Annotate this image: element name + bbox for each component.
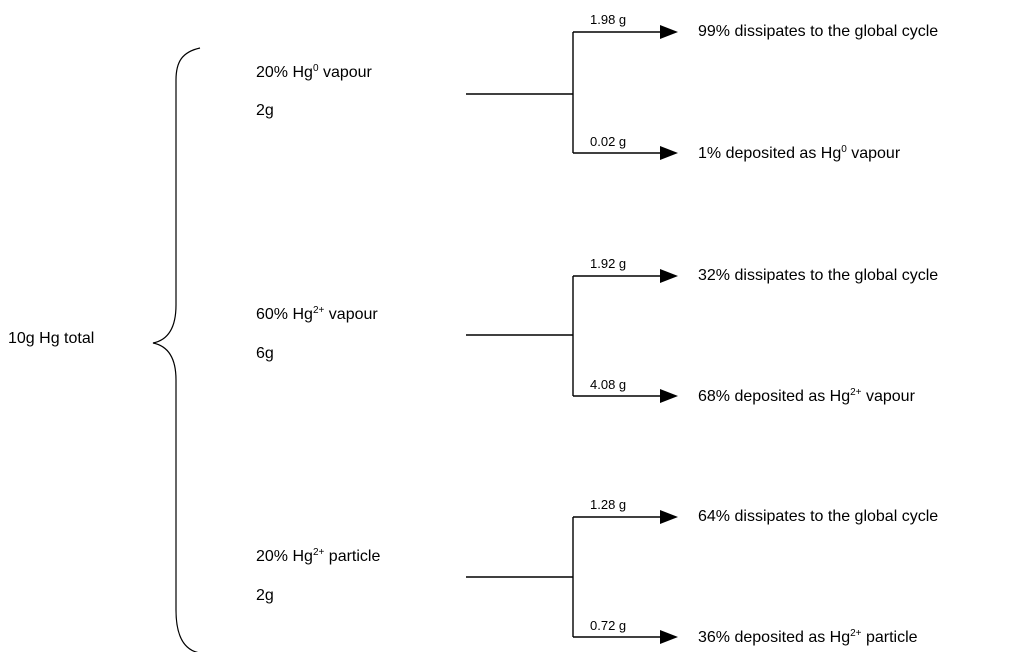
group-3-branch-2-amount: 0.72 g: [590, 618, 627, 633]
group-2-branch-2-form: vapour: [865, 388, 915, 405]
group-2-mass: 6g: [256, 345, 274, 362]
group-3-branch-2-species: Hg: [829, 629, 851, 646]
group-1-branch-2-form: vapour: [851, 145, 901, 162]
group-3-branch-2-percent: 36%: [698, 629, 731, 646]
group-3-percent: 20%: [256, 548, 289, 565]
group-3-branch-2-outcome: 36% deposited as Hg2+ particle: [698, 629, 918, 647]
total-label: 10g Hg total: [8, 330, 95, 347]
group-1-mass: 2g: [256, 102, 274, 119]
group-1-species: Hg: [292, 64, 313, 81]
group-3-label: 20% Hg2+ particle: [256, 548, 380, 566]
group-1-branch-1-outcome: 99% dissipates to the global cycle: [698, 23, 938, 41]
group-2-species: Hg: [292, 306, 313, 323]
group-2-branch-2-charge: 2+: [850, 387, 862, 398]
group-3-branch-2-form: particle: [865, 629, 918, 646]
group-2-branch-1-amount: 1.92 g: [590, 256, 627, 271]
group-3-branch-2-arrowhead: [660, 630, 678, 644]
group-2-branch-1-percent: 32%: [698, 267, 731, 284]
group-1-branch-1-arrowhead: [660, 25, 678, 39]
group-1-branch-2-text: deposited as: [725, 145, 817, 162]
group-2-branch-1-outcome: 32% dissipates to the global cycle: [698, 267, 938, 285]
group-1-percent: 20%: [256, 64, 289, 81]
group-2-percent: 60%: [256, 306, 289, 323]
group-1-branch-2-outcome: 1% deposited as Hg0 vapour: [698, 145, 900, 163]
group-3-branch-1-percent: 64%: [698, 508, 731, 525]
group-3-branch-1-arrowhead: [660, 510, 678, 524]
group-2-branch-1-text: dissipates to the global cycle: [734, 267, 939, 284]
group-3-species: Hg: [292, 548, 313, 565]
group-3-branch-1-outcome: 64% dissipates to the global cycle: [698, 508, 938, 526]
group-1-branch-1-amount: 1.98 g: [590, 12, 627, 27]
group-3-branch-1-text: dissipates to the global cycle: [734, 508, 939, 525]
group-3-mass: 2g: [256, 587, 274, 604]
group-1-branch-2-charge: 0: [841, 144, 847, 155]
group-2-label: 60% Hg2+ vapour: [256, 306, 378, 324]
group-1-charge: 0: [312, 63, 319, 74]
group-2-branch-2-text: deposited as: [734, 388, 826, 405]
group-2-branch-2-amount: 4.08 g: [590, 377, 627, 392]
group-3-branch-1-amount: 1.28 g: [590, 497, 627, 512]
curly-brace: [152, 47, 201, 652]
group-3-charge: 2+: [312, 547, 325, 558]
group-3-branch-2-charge: 2+: [850, 628, 862, 639]
group-1-label: 20% Hg0 vapour: [256, 64, 372, 82]
group-1-branch-1-text: dissipates to the global cycle: [734, 23, 939, 40]
group-1-branch-1-percent: 99%: [698, 23, 731, 40]
group-2-charge: 2+: [312, 305, 325, 316]
group-2-branch-2-arrowhead: [660, 389, 678, 403]
group-2-form: vapour: [328, 306, 378, 323]
group-1-form: vapour: [322, 64, 372, 81]
group-1-branch-2-species: Hg: [820, 145, 842, 162]
group-2-branch-1-arrowhead: [660, 269, 678, 283]
group-1-branch-2-arrowhead: [660, 146, 678, 160]
group-1-branch-2-amount: 0.02 g: [590, 134, 627, 149]
group-1-branch-2-percent: 1%: [698, 145, 722, 162]
group-2-branch-2-outcome: 68% deposited as Hg2+ vapour: [698, 388, 915, 406]
group-2-branch-2-percent: 68%: [698, 388, 731, 405]
group-3-branch-2-text: deposited as: [734, 629, 826, 646]
group-2-branch-2-species: Hg: [829, 388, 851, 405]
group-3-form: particle: [328, 548, 381, 565]
